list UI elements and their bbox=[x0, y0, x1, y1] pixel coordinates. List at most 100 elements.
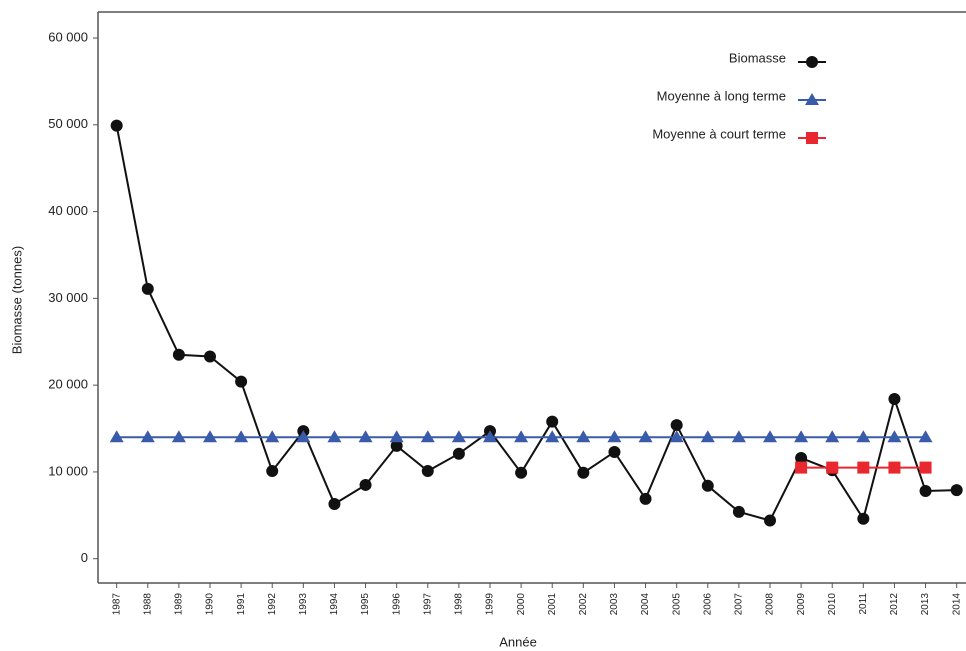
point bbox=[607, 430, 622, 443]
x-tick-label: 2003 bbox=[609, 593, 620, 616]
legend-marker bbox=[806, 56, 818, 68]
point bbox=[918, 430, 933, 443]
x-tick-label: 2004 bbox=[640, 593, 651, 616]
point bbox=[359, 478, 372, 491]
point bbox=[701, 479, 714, 492]
point bbox=[141, 282, 154, 295]
point bbox=[608, 445, 621, 458]
point bbox=[328, 498, 341, 511]
point bbox=[203, 430, 217, 443]
point bbox=[234, 430, 249, 443]
x-tick-label: 1993 bbox=[298, 593, 309, 616]
x-tick-label: 2013 bbox=[920, 593, 931, 616]
point bbox=[389, 430, 404, 443]
x-tick-label: 2008 bbox=[765, 593, 776, 616]
x-tick-label: 1994 bbox=[329, 593, 340, 616]
x-tick-label: 1992 bbox=[267, 593, 278, 616]
point bbox=[483, 430, 497, 443]
point bbox=[919, 461, 932, 474]
point bbox=[950, 484, 963, 497]
point bbox=[452, 447, 465, 460]
point bbox=[887, 430, 902, 443]
point bbox=[577, 466, 590, 479]
point bbox=[731, 430, 746, 443]
x-tick-label: 1987 bbox=[111, 593, 122, 616]
point bbox=[358, 430, 373, 443]
point bbox=[296, 430, 311, 443]
point bbox=[638, 430, 653, 443]
x-tick-label: 1989 bbox=[174, 593, 185, 616]
point bbox=[732, 505, 745, 518]
y-tick-label: 60 000 bbox=[48, 29, 88, 44]
y-axis-label: Biomasse (tonnes) bbox=[9, 246, 24, 354]
point bbox=[421, 465, 434, 478]
y-tick-label: 20 000 bbox=[48, 377, 88, 392]
point bbox=[763, 430, 777, 443]
point bbox=[670, 419, 683, 432]
point bbox=[795, 461, 808, 474]
x-tick-label: 1999 bbox=[485, 593, 496, 616]
point bbox=[857, 461, 870, 474]
point bbox=[235, 375, 248, 388]
point bbox=[826, 461, 839, 474]
point bbox=[764, 514, 776, 527]
x-tick-label: 2011 bbox=[858, 593, 869, 615]
point bbox=[171, 430, 186, 443]
x-tick-label: 2009 bbox=[796, 593, 807, 616]
point bbox=[856, 430, 871, 443]
point bbox=[888, 461, 901, 474]
x-tick-label: 2012 bbox=[889, 593, 900, 616]
point bbox=[546, 415, 559, 428]
legend-label: Moyenne à long terme bbox=[657, 88, 786, 103]
point bbox=[794, 430, 809, 443]
point bbox=[700, 430, 715, 443]
x-tick-label: 1997 bbox=[422, 593, 433, 616]
y-tick-label: 30 000 bbox=[48, 290, 88, 305]
x-tick-label: 2010 bbox=[827, 593, 838, 616]
y-tick-label: 0 bbox=[81, 550, 88, 565]
x-axis-label: Année bbox=[499, 634, 537, 649]
x-tick-label: 2001 bbox=[547, 593, 558, 616]
series-line bbox=[115, 125, 957, 522]
point bbox=[451, 430, 466, 443]
legend-label: Biomasse bbox=[729, 50, 786, 65]
point bbox=[266, 465, 279, 478]
x-tick-label: 1995 bbox=[360, 593, 371, 616]
point bbox=[140, 430, 155, 443]
point bbox=[420, 430, 435, 443]
point bbox=[576, 430, 591, 443]
point bbox=[545, 430, 560, 443]
point bbox=[795, 452, 808, 465]
legend-marker bbox=[806, 132, 818, 144]
point bbox=[514, 430, 529, 443]
point bbox=[390, 439, 403, 452]
x-tick-label: 1996 bbox=[391, 593, 402, 616]
point bbox=[515, 466, 528, 479]
x-tick-label: 2002 bbox=[578, 593, 589, 616]
x-tick-label: 2014 bbox=[951, 593, 962, 616]
point bbox=[327, 430, 342, 443]
point bbox=[669, 430, 684, 443]
point bbox=[639, 492, 652, 505]
point bbox=[265, 430, 280, 443]
point bbox=[204, 350, 216, 363]
point bbox=[110, 119, 123, 132]
x-tick-label: 2005 bbox=[671, 593, 682, 616]
point bbox=[919, 485, 932, 498]
point bbox=[172, 348, 185, 361]
point bbox=[857, 512, 870, 525]
x-tick-label: 2006 bbox=[702, 593, 713, 616]
x-tick-label: 1991 bbox=[236, 593, 247, 616]
y-tick-label: 50 000 bbox=[48, 116, 88, 131]
x-tick-label: 2000 bbox=[516, 593, 527, 616]
x-tick-label: 1998 bbox=[454, 593, 465, 616]
point bbox=[109, 430, 124, 443]
x-tick-label: 1990 bbox=[205, 593, 216, 616]
point bbox=[888, 393, 901, 406]
point bbox=[825, 430, 840, 443]
legend-marker bbox=[805, 93, 819, 105]
x-tick-label: 1988 bbox=[142, 593, 153, 616]
x-tick-label: 2007 bbox=[734, 593, 745, 616]
legend-label: Moyenne à court terme bbox=[652, 126, 786, 141]
